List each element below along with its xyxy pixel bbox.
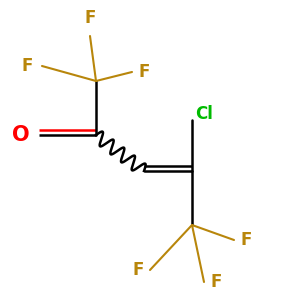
Text: F: F xyxy=(84,9,96,27)
Text: Cl: Cl xyxy=(195,105,213,123)
Text: O: O xyxy=(12,125,30,145)
Text: F: F xyxy=(22,57,33,75)
Text: F: F xyxy=(133,261,144,279)
Text: F: F xyxy=(210,273,221,291)
Text: F: F xyxy=(138,63,149,81)
Text: F: F xyxy=(240,231,251,249)
